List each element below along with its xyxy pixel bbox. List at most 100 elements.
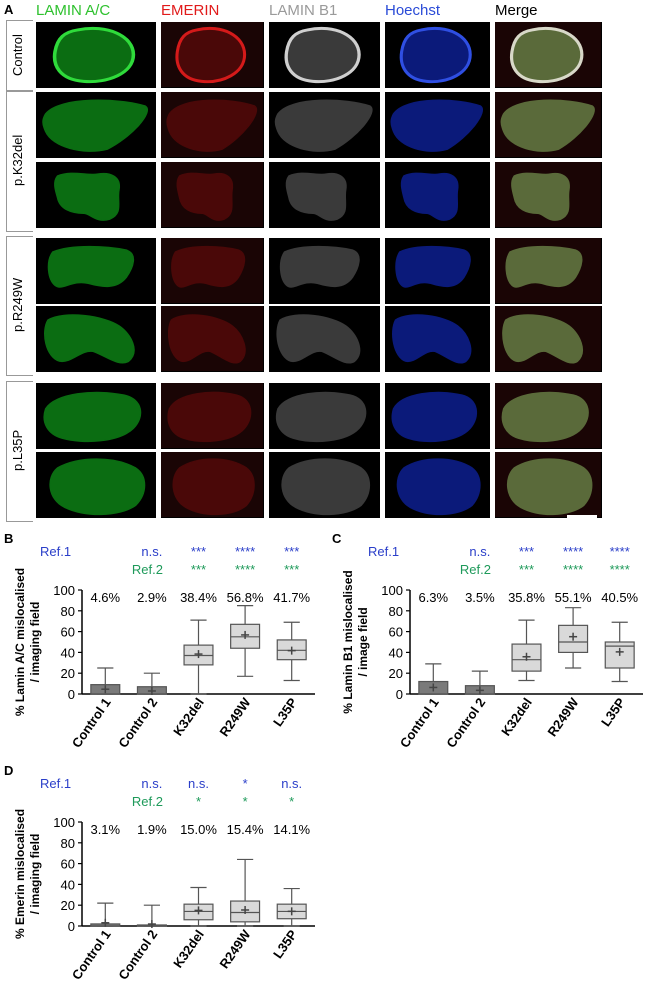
micrograph-tile — [385, 452, 490, 518]
micrograph-tile — [161, 452, 264, 518]
nucleus-shape — [399, 26, 472, 84]
category-label: R249W — [544, 695, 582, 740]
nucleus-shape — [44, 314, 135, 364]
y-axis-label-line2: / image field — [356, 607, 370, 676]
ref1-label: Ref.1 — [40, 776, 71, 791]
nucleus-shape — [175, 26, 247, 84]
y-tick-label: 0 — [68, 919, 75, 934]
category-label: L35P — [598, 695, 628, 729]
percent-label: 35.8% — [508, 590, 545, 605]
percent-label: 38.4% — [180, 590, 217, 605]
nucleus-shape — [391, 391, 478, 443]
micrograph-tile — [495, 92, 602, 158]
nucleus-shape — [276, 314, 361, 364]
percent-label: 4.6% — [90, 590, 120, 605]
ref2-significance: * — [289, 794, 294, 809]
y-tick-label: 60 — [389, 625, 403, 640]
micrograph-tile — [495, 383, 602, 449]
micrograph-tile — [36, 92, 156, 158]
y-axis-label-line2: / imaging field — [28, 602, 42, 683]
nucleus-shape — [281, 458, 371, 516]
percent-label: 56.8% — [227, 590, 264, 605]
micrograph-tile — [385, 238, 490, 304]
micrograph-tile — [161, 383, 264, 449]
ref2-significance: **** — [610, 562, 630, 577]
micrograph-tile — [495, 238, 602, 304]
percent-label: 1.9% — [137, 822, 167, 837]
nucleus-shape — [275, 391, 367, 443]
nucleus-shape — [501, 391, 589, 443]
ref2-label: Ref.2 — [132, 794, 163, 809]
row-group-bracket — [6, 20, 33, 92]
nucleus-shape — [279, 245, 360, 288]
channel-header-1: EMERIN — [161, 2, 220, 19]
ref1-significance: *** — [519, 544, 534, 559]
row-group-bracket — [6, 381, 33, 522]
category-label: Control 1 — [69, 927, 114, 982]
panel-label: C — [332, 531, 342, 546]
nucleus-shape — [172, 458, 255, 516]
ref1-label: Ref.1 — [40, 544, 71, 559]
panel-label: B — [4, 531, 13, 546]
nucleus-shape — [506, 458, 593, 516]
y-tick-label: 80 — [61, 604, 75, 619]
y-tick-label: 20 — [389, 666, 403, 681]
y-axis-label-line2: / imaging field — [28, 834, 42, 915]
micrograph-tile — [269, 162, 380, 228]
ref2-label: Ref.2 — [460, 562, 491, 577]
category-label: L35P — [270, 927, 300, 961]
channel-header-2: LAMIN B1 — [269, 2, 338, 19]
y-tick-label: 60 — [61, 625, 75, 640]
ref2-significance: * — [243, 794, 248, 809]
micrograph-tile — [161, 92, 264, 158]
row-group-label: p.L35P — [10, 429, 25, 472]
micrograph-tile — [36, 22, 156, 88]
micrograph-tile — [495, 452, 602, 518]
micrograph-tile — [161, 238, 264, 304]
y-tick-label: 20 — [61, 666, 75, 681]
micrograph-tile — [36, 306, 156, 372]
y-tick-label: 40 — [389, 645, 403, 660]
nucleus-shape — [500, 99, 595, 152]
micrograph-tile — [269, 238, 380, 304]
micrograph-tile — [269, 383, 380, 449]
ref1-significance: *** — [284, 544, 299, 559]
micrograph-tile — [385, 162, 490, 228]
ref1-significance: *** — [191, 544, 206, 559]
percent-label: 40.5% — [601, 590, 638, 605]
micrograph-tile — [161, 22, 264, 88]
y-tick-label: 40 — [61, 645, 75, 660]
percent-label: 55.1% — [555, 590, 592, 605]
row-group-label: p.R249W — [10, 277, 25, 333]
nucleus-shape — [392, 314, 472, 364]
nucleus-shape — [49, 458, 146, 516]
y-tick-label: 20 — [61, 898, 75, 913]
micrograph-tile — [161, 306, 264, 372]
micrograph-tile — [385, 92, 490, 158]
micrograph-tile — [269, 306, 380, 372]
category-label: R249W — [216, 695, 254, 740]
micrograph-tile — [36, 383, 156, 449]
ref1-significance: **** — [235, 544, 255, 559]
y-tick-label: 0 — [68, 687, 75, 702]
ref1-significance: n.s. — [281, 776, 302, 791]
scale-bar — [567, 515, 597, 519]
y-axis-label-line1: % Lamin A/C mislocalised — [13, 568, 27, 716]
category-label: Control 2 — [443, 695, 488, 750]
micrograph-tile — [495, 162, 602, 228]
micrograph-tile — [36, 162, 156, 228]
ref1-significance: n.s. — [188, 776, 209, 791]
nucleus-shape — [167, 314, 246, 364]
nucleus-shape — [502, 314, 583, 364]
nucleus-shape — [284, 26, 361, 84]
percent-label: 14.1% — [273, 822, 310, 837]
y-tick-label: 80 — [61, 836, 75, 851]
nucleus-shape — [396, 458, 481, 516]
percent-label: 6.3% — [418, 590, 448, 605]
percent-label: 15.4% — [227, 822, 264, 837]
row-group-bracket — [6, 236, 33, 376]
y-tick-label: 80 — [389, 604, 403, 619]
percent-label: 2.9% — [137, 590, 167, 605]
ref2-significance: *** — [519, 562, 534, 577]
